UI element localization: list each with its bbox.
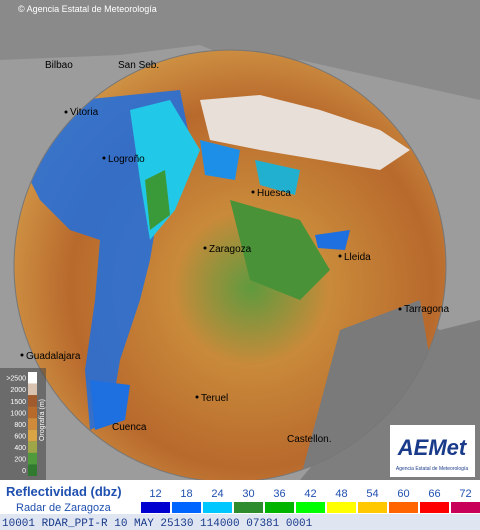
echo-green [145,170,170,230]
city-dot [338,254,342,258]
elevation-swatch [28,464,37,476]
city-dot [195,395,199,399]
elevation-swatch [28,372,37,384]
reflectivity-level: 30 [242,488,254,500]
pyrenees [200,95,410,170]
elevation-panel [0,368,46,480]
logo-box [390,425,475,477]
elevation-swatch [28,429,37,442]
reflectivity-swatch [172,502,201,513]
echo-huesca [255,160,300,195]
city-label: Logroño [108,154,145,165]
elevation-swatch [28,406,37,419]
city-label: Castellon. [287,434,331,445]
elevation-label: >2500 [6,376,26,383]
city-label: Tarragona [404,304,449,315]
elevation-label: 800 [14,422,26,429]
elevation-label: 2000 [10,387,26,394]
reflectivity-swatch [327,502,356,513]
elevation-swatch [28,418,37,430]
logo-subtitle: Agencia Estatal de Meteorología [396,466,468,472]
elevation-label: 400 [14,445,26,452]
city-dot [251,190,255,194]
elevation-title: Orografía (m) [39,399,46,441]
reflectivity-swatch [389,502,418,513]
reflectivity-swatch [141,502,170,513]
reflectivity-level: 12 [149,488,161,500]
reflectivity-level: 48 [335,488,347,500]
credit: © Agencia Estatal de Meteorología [18,4,157,14]
city-dot [398,307,402,311]
logo: AEMet Agencia Estatal de Meteorología [390,425,475,477]
city-label: San Seb. [118,60,159,71]
reflectivity-level: 66 [428,488,440,500]
reflectivity-level: 42 [304,488,316,500]
logo-name: AEMet [397,435,468,460]
reflectivity-level: 18 [180,488,192,500]
reflectivity-swatch [358,502,387,513]
reflectivity-title: Reflectividad (dbz) [6,484,122,499]
reflectivity-swatch [234,502,263,513]
elevation-legend: Orografía (m) >2500200015001000800600400… [0,368,46,480]
footer-bar [0,514,480,530]
elevation-label: 1000 [10,410,26,417]
city-label: Cuenca [112,422,147,433]
city-label: Vitoria [70,107,99,118]
city-label: Huesca [257,188,291,199]
reflectivity-level: 54 [366,488,378,500]
city-dot [64,110,68,114]
elevation-swatch [28,395,37,407]
radar-area [14,50,446,482]
elevation-label: 1500 [10,399,26,406]
city-dot [20,353,24,357]
elevation-swatch [28,441,37,453]
city-label: Guadalajara [26,351,81,362]
reflectivity-swatch [265,502,294,513]
radar-name: Radar de Zaragoza [16,502,112,514]
city-label: Teruel [201,393,228,404]
city-dot [102,156,106,160]
reflectivity-swatch [296,502,325,513]
reflectivity-level: 36 [273,488,285,500]
reflectivity-level: 60 [397,488,409,500]
city-label: Bilbao [45,60,73,71]
elevation-label: 600 [14,433,26,440]
reflectivity-swatch [420,502,449,513]
ebro-valley [230,200,330,300]
reflectivity-swatch [451,502,480,513]
city-label: Lleida [344,252,371,263]
city-label: Zaragoza [209,244,252,255]
elevation-swatch [28,383,37,396]
footer-text: 10001 RDAR_PPI-R 10 MAY 25130 114000 073… [2,518,313,530]
elevation-swatch [28,452,37,465]
reflectivity-level: 72 [459,488,471,500]
reflectivity-swatch [203,502,232,513]
city-dot [203,246,207,250]
elevation-label: 0 [22,468,26,475]
reflectivity-level: 24 [211,488,223,500]
elevation-label: 200 [14,457,26,464]
echo-center [200,140,240,180]
echo-south [90,380,130,430]
cities: Bilbao San Seb. Vitoria Logroño Huesca Z… [20,60,449,445]
echo-lleida [315,230,350,250]
